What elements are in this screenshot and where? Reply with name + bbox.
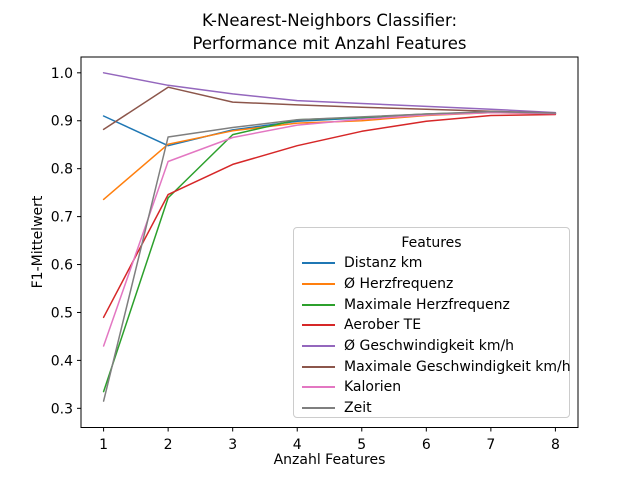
series-line-kalorien bbox=[102, 111, 557, 347]
legend-item-label: Kalorien bbox=[344, 379, 402, 396]
y-tick-label: 1.0 bbox=[51, 66, 73, 82]
legend-item: Zeit bbox=[302, 398, 569, 419]
chart-title-line-1: K-Nearest-Neighbors Classifier: bbox=[201, 11, 458, 30]
legend-swatch bbox=[302, 262, 335, 265]
legend-title: Features bbox=[401, 235, 462, 251]
x-tick-label: 8 bbox=[551, 437, 560, 453]
legend-item-label: Zeit bbox=[344, 400, 372, 417]
legend-swatch bbox=[302, 324, 335, 327]
axes-frame bbox=[80, 56, 579, 428]
legend-item: Ø Herzfrequenz bbox=[302, 274, 569, 295]
legend-swatch bbox=[302, 283, 335, 286]
y-tick-label: 0.3 bbox=[51, 401, 73, 417]
x-tick-label: 4 bbox=[293, 437, 302, 453]
legend-item: Kalorien bbox=[302, 377, 569, 398]
legend-item-label: Ø Geschwindigkeit km/h bbox=[344, 338, 515, 355]
legend-item: Distanz km bbox=[302, 253, 569, 274]
y-tick-label: 0.7 bbox=[51, 210, 73, 226]
legend-item: Ø Geschwindigkeit km/h bbox=[302, 336, 569, 357]
x-tick-label: 3 bbox=[228, 437, 237, 453]
y-axis-label: F1-Mittelwert bbox=[30, 195, 46, 289]
series-line-maximale-geschwindigkeit-km-h bbox=[102, 86, 557, 131]
legend-swatch bbox=[302, 365, 335, 368]
x-tick-label: 1 bbox=[99, 437, 108, 453]
legend: Features Distanz km Ø Herzfrequenz Maximal… bbox=[293, 227, 571, 419]
legend-item: Maximale Geschwindigkeit km/h bbox=[302, 356, 571, 377]
legend-swatch bbox=[302, 407, 335, 410]
x-axis-label: Anzahl Features bbox=[273, 452, 386, 468]
x-tick-label: 5 bbox=[357, 437, 366, 453]
x-tick-label: 7 bbox=[486, 437, 495, 453]
legend-swatch bbox=[302, 386, 335, 389]
y-tick-label: 0.9 bbox=[51, 114, 73, 130]
series-line-geschwindigkeit-km-h bbox=[102, 72, 557, 114]
legend-item-label: Maximale Geschwindigkeit km/h bbox=[344, 358, 571, 375]
chart-title: K-Nearest-Neighbors Classifier: Performa… bbox=[81, 9, 578, 55]
legend-item-label: Ø Herzfrequenz bbox=[344, 276, 454, 293]
y-tick-label: 0.5 bbox=[51, 305, 73, 321]
legend-item: Maximale Herzfrequenz bbox=[302, 294, 569, 315]
legend-items: Distanz km Ø Herzfrequenz Maximale Herzfre… bbox=[294, 253, 571, 419]
y-tick-label: 0.8 bbox=[51, 162, 73, 178]
chart-title-line-2: Performance mit Anzahl Features bbox=[192, 34, 467, 53]
legend-item-label: Maximale Herzfrequenz bbox=[344, 296, 510, 313]
legend-item: Aerober TE bbox=[302, 315, 569, 336]
legend-swatch bbox=[302, 345, 335, 348]
legend-swatch bbox=[302, 303, 335, 306]
legend-item-label: Distanz km bbox=[344, 255, 423, 272]
series-line-zeit bbox=[102, 110, 557, 402]
y-tick-label: 0.4 bbox=[51, 353, 73, 369]
series-line-aerober-te bbox=[102, 113, 557, 319]
legend-item-label: Aerober TE bbox=[344, 317, 422, 334]
series-line-distanz-km bbox=[102, 111, 557, 147]
y-tick-label: 0.6 bbox=[51, 258, 73, 274]
x-tick-label: 2 bbox=[164, 437, 173, 453]
x-tick-label: 6 bbox=[422, 437, 431, 453]
series-line-herzfrequenz bbox=[102, 111, 557, 201]
